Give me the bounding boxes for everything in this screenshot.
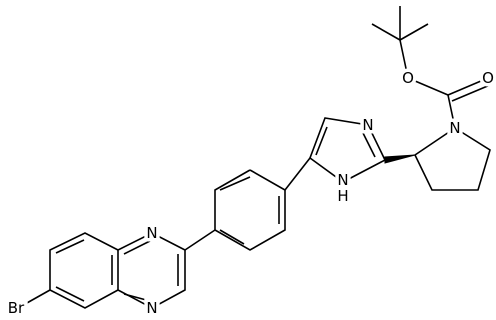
atom-label: N xyxy=(449,119,460,137)
atom-labels: O O N N N H N N Br xyxy=(4,66,496,320)
atom-label: O xyxy=(482,69,494,87)
atom-label: Br xyxy=(8,299,25,317)
atom-label: N xyxy=(337,171,348,189)
atom-label: H xyxy=(337,187,348,205)
atom-label: N xyxy=(146,224,157,242)
atom-label: O xyxy=(402,69,414,87)
atom-label: N xyxy=(146,299,157,317)
bonds xyxy=(17,6,491,309)
atom-label: N xyxy=(362,116,373,134)
